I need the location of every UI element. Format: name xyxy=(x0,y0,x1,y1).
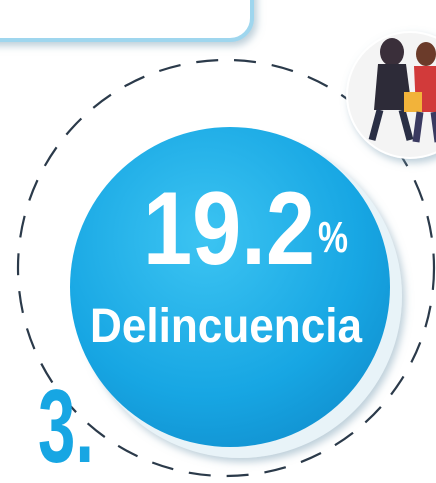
stat-value: 19.2 xyxy=(143,171,315,287)
infographic: 19.2 % Delincuencia 3. xyxy=(0,0,436,483)
stat-label: Delincuencia xyxy=(90,300,362,353)
stat-unit: % xyxy=(318,213,348,262)
photo xyxy=(340,30,436,160)
card xyxy=(0,0,252,40)
index-number: 3. xyxy=(38,369,94,483)
